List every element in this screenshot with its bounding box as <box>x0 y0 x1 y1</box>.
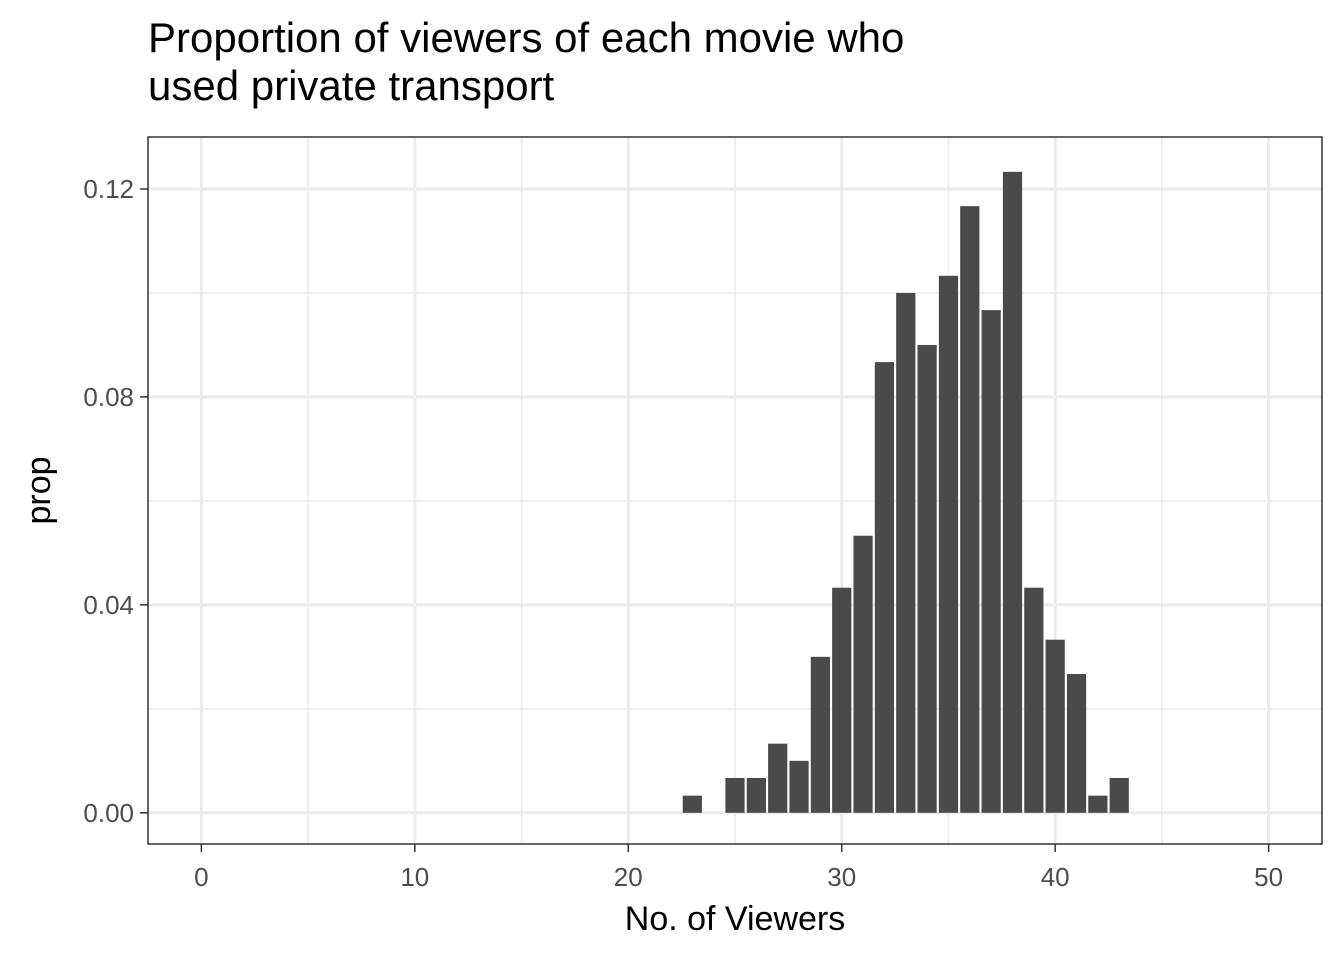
bar <box>874 362 895 813</box>
bar <box>917 344 937 813</box>
bar <box>896 292 916 813</box>
bar <box>853 535 873 813</box>
bar <box>981 310 1001 813</box>
chart-title-line-2: used private transport <box>148 62 555 109</box>
y-tick-label: 0.12 <box>83 174 134 204</box>
x-tick-label: 50 <box>1254 862 1283 892</box>
bar <box>1066 674 1087 813</box>
y-tick-label: 0.08 <box>83 382 134 412</box>
bar <box>725 777 745 813</box>
bar <box>789 760 809 813</box>
bar <box>682 795 702 813</box>
plot-border <box>147 136 1323 845</box>
bar <box>960 206 980 813</box>
x-tick-label: 0 <box>194 862 208 892</box>
bar <box>1109 777 1129 813</box>
y-tick-label: 0.04 <box>83 590 134 620</box>
bar <box>832 587 852 813</box>
bar <box>1002 171 1023 813</box>
y-tick-label: 0.00 <box>83 798 134 828</box>
x-axis-title: No. of Viewers <box>625 900 845 938</box>
bar <box>1088 795 1108 813</box>
chart-title: Proportion of viewers of each movie who … <box>148 14 904 110</box>
bar <box>1045 639 1065 813</box>
x-axis-ticks: 0 10 20 30 40 50 <box>194 844 1283 892</box>
bar <box>938 275 959 813</box>
y-axis-title: prop <box>20 456 58 524</box>
x-tick-label: 40 <box>1041 862 1070 892</box>
bar <box>810 656 830 813</box>
bar <box>768 743 788 813</box>
bar <box>746 777 766 813</box>
x-tick-label: 10 <box>400 862 429 892</box>
bars <box>682 171 1129 813</box>
chart-title-line-1: Proportion of viewers of each movie who <box>148 14 905 61</box>
y-axis-ticks: 0.00 0.04 0.08 0.12 <box>83 174 148 828</box>
x-tick-label: 30 <box>827 862 856 892</box>
bar <box>1024 587 1044 813</box>
x-tick-label: 20 <box>614 862 643 892</box>
